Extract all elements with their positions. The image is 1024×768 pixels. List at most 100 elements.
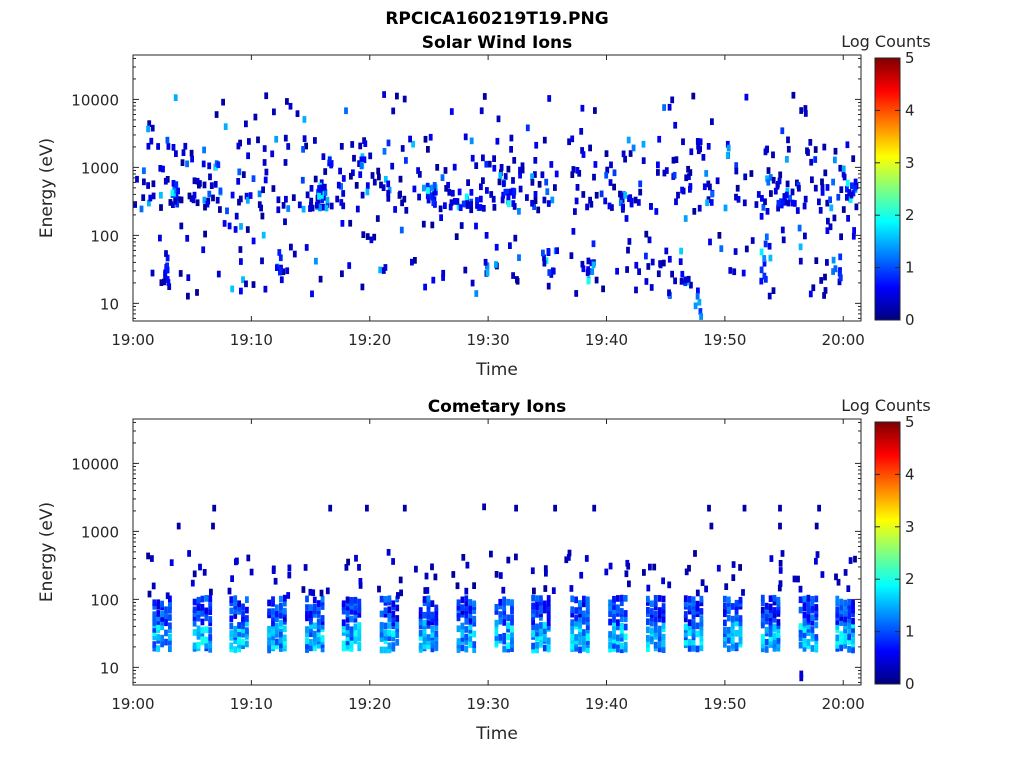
spectrogram-cell <box>608 562 613 570</box>
spectrogram-cell <box>286 205 291 212</box>
spectrogram-cell <box>670 96 675 104</box>
spectrogram-cell <box>760 615 765 623</box>
spectrogram-cell <box>412 185 417 193</box>
spectrogram-cell <box>738 623 743 630</box>
spectrogram-cell <box>229 634 234 641</box>
spectrogram-cell <box>208 619 213 627</box>
spectrogram-cell <box>245 596 249 603</box>
spectrogram-cell <box>847 598 851 606</box>
spectrogram-cell <box>783 198 788 206</box>
spectrogram-cell <box>341 644 346 652</box>
spectrogram-cell <box>775 182 780 190</box>
spectrogram-cell <box>723 627 727 634</box>
spectrogram-cell <box>283 134 288 142</box>
spectrogram-cell <box>305 637 309 645</box>
spectrogram-cell <box>498 172 503 179</box>
spectrogram-cell <box>456 614 461 622</box>
spectrogram-cell <box>688 183 693 190</box>
spectrogram-cell <box>195 199 200 207</box>
spectrogram-cell <box>531 623 535 631</box>
spectrogram-cell <box>466 179 470 186</box>
spectrogram-cell <box>159 191 163 199</box>
spectrogram-cell <box>492 164 497 172</box>
spectrogram-cell <box>546 599 551 607</box>
spectrogram-cell <box>847 646 851 653</box>
spectrogram-cell <box>413 257 417 264</box>
spectrogram-cell <box>649 600 654 608</box>
spectrogram-cell <box>469 137 474 145</box>
spectrogram-cell <box>168 634 172 641</box>
spectrogram-cell <box>601 285 605 293</box>
spectrogram-cell <box>151 180 156 188</box>
spectrogram-cell <box>418 607 423 614</box>
spectrogram-cell <box>799 670 804 678</box>
spectrogram-cell <box>156 618 161 625</box>
spectrogram-cell <box>514 504 518 512</box>
spectrogram-cell <box>759 213 764 220</box>
spectrogram-cell <box>764 617 769 625</box>
spectrogram-cell <box>272 108 276 116</box>
spectrogram-cell <box>386 189 391 197</box>
spectrogram-cell <box>768 619 773 626</box>
spectrogram-cell <box>171 201 175 208</box>
colorbar-label-solar-wind: Log Counts <box>841 32 931 51</box>
spectrogram-cell <box>571 166 576 173</box>
spectrogram-cell <box>426 196 431 204</box>
spectrogram-cell <box>458 204 463 211</box>
spectrogram-cell <box>730 603 735 610</box>
spectrogram-cell <box>759 277 764 285</box>
spectrogram-cell <box>780 199 785 206</box>
spectrogram-cell <box>316 630 321 638</box>
spectrogram-cell <box>464 633 469 641</box>
spectrogram-cell <box>281 202 286 209</box>
spectrogram-cell <box>185 235 190 242</box>
spectrogram-cell <box>387 595 392 603</box>
spectrogram-cell <box>624 215 629 222</box>
spectrogram-cell <box>845 194 849 201</box>
spectrogram-cell <box>241 615 245 623</box>
colorbar-label-cometary: Log Counts <box>841 396 931 415</box>
spectrogram-cell <box>809 158 814 166</box>
spectrogram-cell <box>851 189 856 197</box>
spectrogram-cell <box>383 633 388 641</box>
spectrogram-cell <box>357 598 362 606</box>
spectrogram-cell <box>460 608 465 615</box>
colorbar-tick-label: 1 <box>905 623 915 641</box>
spectrogram-cell <box>168 638 172 646</box>
spectrogram-cell <box>404 207 409 214</box>
spectrogram-cell <box>204 626 209 633</box>
spectrogram-cell <box>738 596 743 604</box>
spectrogram-cell <box>400 199 404 207</box>
spectrogram-cell <box>275 631 279 638</box>
spectrogram-cell <box>249 568 254 576</box>
spectrogram-cell <box>653 595 658 602</box>
spectrogram-cell <box>431 199 436 207</box>
spectrogram-cell <box>646 626 650 634</box>
spectrogram-cell <box>438 205 443 213</box>
spectrogram-cell <box>349 630 354 638</box>
spectrogram-cell <box>316 600 321 607</box>
y-tick-label: 10000 <box>71 91 119 109</box>
spectrogram-cell <box>218 206 222 213</box>
spectrogram-cell <box>169 559 174 566</box>
spectrogram-cell <box>282 614 287 622</box>
spectrogram-cell <box>661 640 666 648</box>
spectrogram-cell <box>772 641 777 649</box>
spectrogram-cell <box>510 599 514 606</box>
spectrogram-cell <box>641 140 646 148</box>
spectrogram-cell <box>430 563 434 571</box>
spectrogram-cell <box>802 631 807 638</box>
spectrogram-cell <box>664 247 669 255</box>
spectrogram-cell <box>723 204 728 212</box>
spectrogram-cell <box>726 614 731 622</box>
spectrogram-cell <box>810 596 815 603</box>
spectrogram-cell <box>309 639 313 646</box>
spectrogram-cell <box>843 604 847 611</box>
spectrogram-cell <box>584 555 589 562</box>
spectrogram-cell <box>542 600 547 608</box>
spectrogram-cell <box>461 200 466 208</box>
spectrogram-cell <box>531 610 535 618</box>
spectrogram-cell <box>481 177 485 184</box>
spectrogram-cell <box>586 257 591 265</box>
spectrogram-cell <box>275 610 279 618</box>
